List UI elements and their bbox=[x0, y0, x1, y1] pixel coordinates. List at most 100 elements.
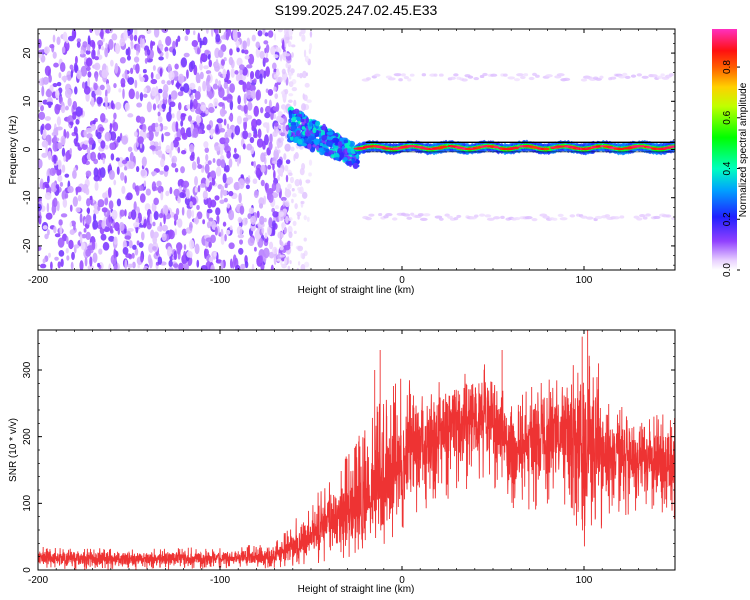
noise-blob bbox=[75, 207, 81, 213]
onset-blob bbox=[343, 157, 348, 162]
noise-blob bbox=[220, 235, 225, 246]
noise-blob bbox=[110, 59, 114, 67]
sideband-mark bbox=[524, 216, 533, 220]
onset-blob bbox=[303, 137, 308, 144]
noise-blob bbox=[173, 250, 177, 260]
noise-blob bbox=[255, 41, 261, 49]
noise-fade-blob bbox=[277, 175, 281, 181]
onset-blob bbox=[322, 123, 327, 131]
noise-blob bbox=[108, 169, 115, 180]
noise-blob bbox=[242, 143, 246, 150]
sideband-mark bbox=[636, 217, 643, 221]
noise-blob bbox=[72, 111, 77, 120]
noise-blob bbox=[93, 167, 99, 178]
noise-blob bbox=[265, 66, 270, 77]
noise-blob bbox=[115, 101, 122, 110]
noise-blob bbox=[93, 82, 98, 91]
noise-blob bbox=[204, 147, 210, 153]
sideband-mark bbox=[624, 75, 631, 79]
noise-fade-blob bbox=[277, 29, 283, 33]
noise-blob bbox=[72, 169, 77, 179]
noise-blob bbox=[232, 153, 240, 160]
noise-fade-blob bbox=[288, 231, 293, 239]
sideband-mark bbox=[461, 78, 468, 82]
noise-blob bbox=[166, 246, 172, 257]
noise-blob bbox=[94, 181, 99, 191]
noise-blob bbox=[189, 82, 196, 90]
noise-fade-blob bbox=[297, 261, 301, 266]
noise-blob bbox=[219, 128, 226, 133]
noise-fade-blob bbox=[277, 76, 283, 83]
noise-blob bbox=[210, 264, 215, 270]
noise-blob bbox=[187, 115, 193, 122]
noise-blob bbox=[272, 62, 277, 70]
colorbar-label: Normalized spectral amplitude bbox=[738, 82, 749, 217]
noise-blob bbox=[202, 190, 208, 200]
noise-fade-blob bbox=[300, 252, 303, 259]
noise-blob bbox=[273, 254, 277, 266]
snr-series-line bbox=[38, 330, 675, 570]
noise-blob bbox=[128, 29, 134, 36]
noise-blob bbox=[226, 150, 231, 159]
noise-fade-blob bbox=[289, 260, 292, 265]
noise-blob bbox=[159, 67, 163, 77]
noise-blob bbox=[65, 247, 69, 254]
noise-blob bbox=[238, 80, 245, 85]
noise-fade-blob bbox=[290, 146, 295, 152]
noise-blob bbox=[175, 207, 180, 216]
noise-blob bbox=[127, 263, 134, 268]
noise-fade-blob bbox=[276, 71, 281, 76]
noise-blob bbox=[161, 29, 169, 34]
noise-blob bbox=[225, 31, 230, 41]
noise-fade-blob bbox=[273, 86, 277, 92]
noise-blob bbox=[196, 211, 203, 220]
noise-blob bbox=[118, 221, 125, 232]
noise-blob bbox=[204, 49, 210, 55]
noise-blob bbox=[165, 144, 171, 154]
noise-blob bbox=[49, 84, 54, 92]
noise-blob bbox=[45, 212, 53, 220]
noise-blob bbox=[139, 193, 146, 203]
onset-blob bbox=[328, 150, 334, 155]
noise-blob bbox=[200, 112, 206, 118]
noise-blob bbox=[60, 213, 68, 218]
noise-blob bbox=[277, 252, 282, 261]
noise-blob bbox=[90, 97, 95, 108]
noise-blob bbox=[284, 143, 291, 152]
noise-blob bbox=[73, 244, 80, 249]
noise-fade-blob bbox=[305, 72, 309, 77]
noise-blob bbox=[133, 56, 140, 63]
noise-blob bbox=[54, 256, 59, 261]
noise-blob bbox=[108, 29, 113, 34]
noise-blob bbox=[85, 231, 91, 241]
noise-fade-blob bbox=[283, 77, 286, 83]
noise-blob bbox=[209, 220, 217, 228]
noise-blob bbox=[190, 98, 193, 110]
carrier-core bbox=[493, 146, 500, 149]
noise-fade-blob bbox=[275, 46, 278, 52]
noise-blob bbox=[143, 93, 148, 98]
sideband-mark bbox=[559, 217, 568, 221]
noise-blob bbox=[196, 47, 201, 55]
sideband-mark bbox=[595, 77, 602, 81]
sideband-mark bbox=[513, 78, 521, 82]
noise-blob bbox=[127, 146, 133, 152]
noise-blob bbox=[189, 154, 195, 162]
noise-blob bbox=[73, 126, 78, 135]
noise-blob bbox=[234, 70, 239, 75]
noise-blob bbox=[194, 243, 200, 255]
noise-blob bbox=[267, 89, 274, 96]
noise-blob bbox=[135, 90, 140, 100]
noise-blob bbox=[147, 125, 154, 132]
noise-blob bbox=[157, 88, 163, 94]
noise-blob bbox=[66, 39, 69, 44]
noise-blob bbox=[184, 196, 191, 206]
noise-blob bbox=[42, 128, 47, 139]
noise-blob bbox=[101, 220, 106, 230]
noise-blob bbox=[243, 119, 247, 131]
sideband-mark bbox=[668, 73, 674, 77]
noise-blob bbox=[45, 145, 48, 157]
noise-blob bbox=[95, 74, 98, 82]
noise-blob bbox=[251, 161, 255, 166]
onset-blob bbox=[288, 118, 292, 123]
